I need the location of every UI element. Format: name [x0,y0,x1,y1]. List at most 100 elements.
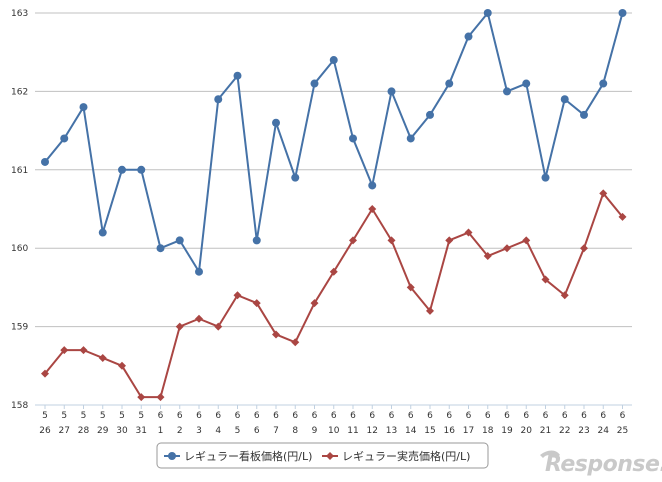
x-tick-month: 5 [42,411,48,421]
data-point [522,236,531,245]
data-point [368,181,377,190]
data-point [406,283,415,292]
series-group [41,9,627,402]
data-point [483,252,492,261]
data-point [349,236,357,245]
data-point [329,267,338,276]
data-point [599,189,608,198]
x-tick-month: 5 [100,411,106,421]
data-point [41,157,49,166]
data-point [503,244,511,253]
data-point [233,71,242,80]
x-tick-day: 5 [235,426,241,436]
x-tick-month: 6 [369,411,375,421]
x-tick-day: 14 [405,426,417,436]
data-point [118,165,126,174]
grid-lines [35,12,632,406]
data-point [252,299,261,308]
x-tick-month: 6 [446,411,452,421]
series-1 [41,9,627,276]
x-tick-day: 15 [424,426,435,436]
x-tick-month: 6 [408,411,414,421]
x-tick-month: 6 [504,411,510,421]
data-point [445,236,454,245]
watermark-swoosh-icon [540,450,560,458]
legend: レギュラー看板価格(円/L) レギュラー実売価格(円/L) [156,442,489,469]
data-point [599,79,608,88]
data-point [310,79,319,88]
data-point [426,306,434,315]
data-point [580,110,588,119]
data-point [233,291,242,300]
x-tick-day: 17 [463,426,474,436]
legend-label-2: レギュラー実売価格(円/L) [342,449,470,463]
data-point [156,393,165,402]
data-point [310,299,319,308]
y-tick-label: 163 [11,9,28,19]
x-tick-day: 27 [59,426,70,436]
x-tick-day: 3 [196,426,202,436]
data-point [137,393,146,402]
series-line-1 [44,12,624,273]
data-point [503,87,511,96]
x-tick-day: 28 [78,426,90,436]
x-tick-day: 6 [254,426,260,436]
x-tick-day: 22 [559,426,570,436]
x-tick-day: 7 [273,426,279,436]
x-tick-month: 5 [119,411,125,421]
data-point [522,79,531,88]
data-point [272,118,280,127]
x-tick-month: 5 [61,411,67,421]
x-tick-month: 6 [273,411,279,421]
data-point [349,134,357,143]
legend-label-1: レギュラー看板価格(円/L) [184,449,312,463]
y-tick-label: 162 [11,87,28,97]
x-tick-month: 6 [331,411,337,421]
x-tick-month: 6 [600,411,606,421]
data-point [329,56,338,65]
x-tick-month: 6 [466,411,472,421]
x-tick-day: 10 [328,426,340,436]
data-point [156,244,165,253]
x-tick-day: 9 [312,426,318,436]
data-point [387,87,396,96]
y-tick-label: 161 [11,166,28,176]
x-tick-month: 6 [292,411,298,421]
data-point [541,275,550,284]
data-point [426,110,434,119]
data-point [406,134,415,143]
data-point [618,212,627,221]
x-tick-day: 16 [444,426,456,436]
x-tick-day: 30 [116,426,128,436]
data-point [483,9,492,17]
x-tick-day: 19 [501,426,513,436]
x-tick-day: 8 [292,426,298,436]
x-tick-month: 6 [312,411,318,421]
data-point [98,353,107,362]
data-point [291,338,300,347]
x-tick-day: 29 [97,426,109,436]
data-point [41,369,49,378]
data-point [175,322,184,331]
x-tick-month: 6 [543,411,549,421]
data-point [541,173,550,182]
data-point [195,267,203,276]
x-tick-month: 6 [177,411,183,421]
x-tick-day: 23 [578,426,589,436]
data-point [214,95,223,104]
data-point [98,228,107,237]
data-point [560,291,569,300]
x-tick-month: 6 [215,411,221,421]
x-tick-day: 21 [540,426,551,436]
data-point [464,228,473,237]
x-tick-day: 20 [521,426,533,436]
x-tick-day: 26 [39,426,51,436]
data-point [252,236,261,245]
x-tick-month: 6 [196,411,202,421]
data-point [291,173,300,182]
x-tick-day: 13 [386,426,397,436]
x-tick-day: 24 [598,426,610,436]
x-tick-day: 1 [158,426,164,436]
data-point [272,330,280,339]
x-tick-month: 6 [158,411,164,421]
